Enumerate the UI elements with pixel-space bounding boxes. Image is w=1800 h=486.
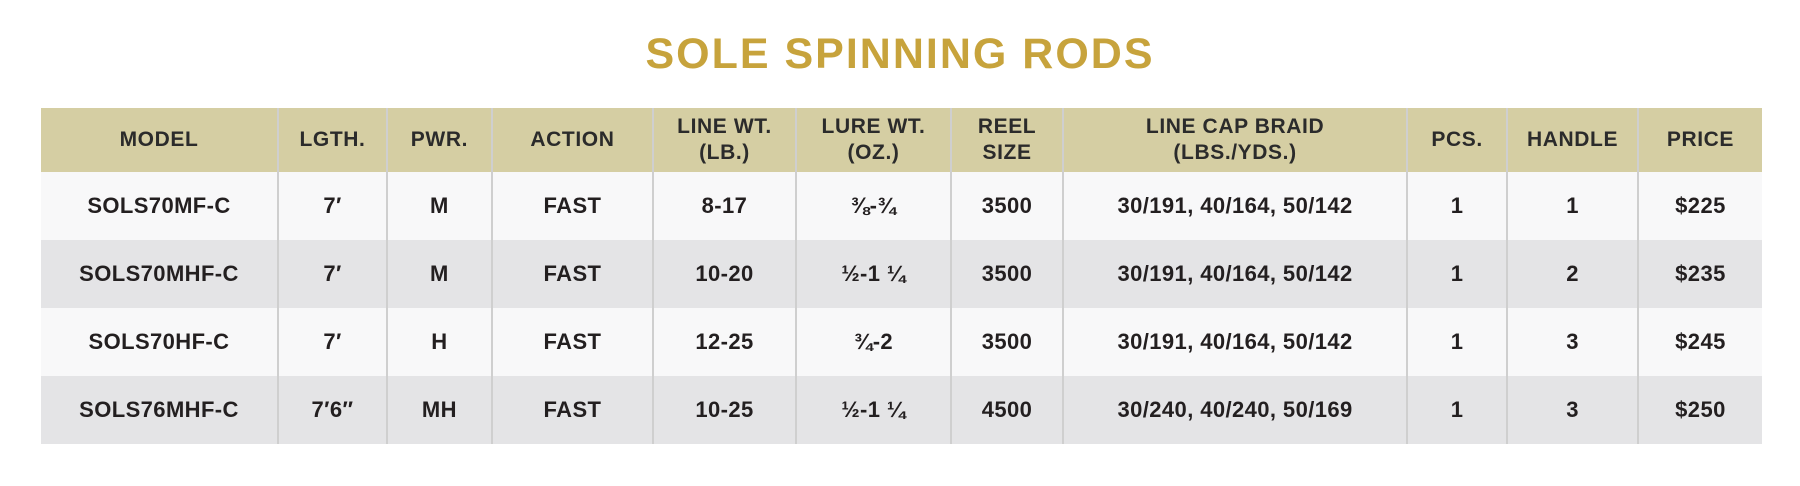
cell-power: M bbox=[387, 240, 493, 308]
column-header-braid: LINE CAP BRAID (LBS./YDS.) bbox=[1064, 108, 1409, 172]
column-header-length: LGTH. bbox=[279, 108, 388, 172]
cell-length: 7′ bbox=[279, 308, 388, 376]
column-header-line-wt: LINE WT. (LB.) bbox=[653, 108, 797, 172]
column-header-label: HANDLE bbox=[1526, 128, 1619, 151]
cell-pcs: 1 bbox=[1408, 376, 1509, 444]
cell-model: SOLS70MHF-C bbox=[41, 240, 279, 308]
cell-model: SOLS70MF-C bbox=[41, 172, 279, 240]
cell-braid: 30/240, 40/240, 50/169 bbox=[1064, 376, 1409, 444]
column-header-label: LINE CAP BRAID bbox=[1145, 115, 1325, 138]
column-header-handle: HANDLE bbox=[1508, 108, 1640, 172]
cell-price: $235 bbox=[1639, 240, 1762, 308]
column-header-label: LURE WT. bbox=[821, 115, 926, 138]
cell-handle: 1 bbox=[1508, 172, 1640, 240]
table-header-row: MODEL LGTH. PWR. ACTION LINE WT. (LB.) LURE WT… bbox=[41, 108, 1762, 172]
cell-reel: 3500 bbox=[952, 172, 1065, 240]
table-row-3: SOLS70HF-C 7′ H FAST 12-25 ¾-2 3500 30/191, 40/… bbox=[41, 308, 1762, 376]
table-body: SOLS70MF-C 7′ M FAST 8-17 ⅜-¾ 3500 30/191, 40/1… bbox=[41, 172, 1762, 444]
cell-action: FAST bbox=[492, 172, 654, 240]
cell-action: FAST bbox=[492, 240, 654, 308]
column-header-sublabel: (LBS./YDS.) bbox=[1173, 141, 1297, 164]
column-header-label: LGTH. bbox=[299, 128, 366, 151]
column-header-label: LINE WT. bbox=[677, 115, 772, 138]
column-header-label: REEL bbox=[977, 115, 1037, 138]
table-row-2: SOLS70MHF-C 7′ M FAST 10-20 ½-1 ¼ 3500 30/191, … bbox=[41, 240, 1762, 308]
column-header-sublabel: SIZE bbox=[982, 141, 1032, 164]
page-title: SOLE SPINNING RODS bbox=[645, 30, 1155, 78]
cell-braid: 30/191, 40/164, 50/142 bbox=[1064, 308, 1409, 376]
column-header-action: ACTION bbox=[492, 108, 654, 172]
cell-lure-wt: ½-1 ¼ bbox=[796, 240, 953, 308]
cell-model: SOLS76MHF-C bbox=[41, 376, 279, 444]
cell-model: SOLS70HF-C bbox=[41, 308, 279, 376]
column-header-power: PWR. bbox=[387, 108, 493, 172]
column-header-label: PRICE bbox=[1666, 128, 1735, 151]
cell-handle: 3 bbox=[1508, 308, 1640, 376]
cell-action: FAST bbox=[492, 376, 654, 444]
column-header-pcs: PCS. bbox=[1408, 108, 1509, 172]
cell-action: FAST bbox=[492, 308, 654, 376]
column-header-label: PWR. bbox=[410, 128, 469, 151]
column-header-price: PRICE bbox=[1639, 108, 1762, 172]
column-header-sublabel: (OZ.) bbox=[847, 141, 900, 164]
cell-braid: 30/191, 40/164, 50/142 bbox=[1064, 240, 1409, 308]
cell-price: $245 bbox=[1639, 308, 1762, 376]
cell-lure-wt: ⅜-¾ bbox=[796, 172, 953, 240]
cell-reel: 3500 bbox=[952, 308, 1065, 376]
cell-line-wt: 10-20 bbox=[653, 240, 797, 308]
cell-reel: 4500 bbox=[952, 376, 1065, 444]
table-row-4: SOLS76MHF-C 7′6″ MH FAST 10-25 ½-1 ¼ 4500 30/24… bbox=[41, 376, 1762, 444]
cell-line-wt: 12-25 bbox=[653, 308, 797, 376]
cell-braid: 30/191, 40/164, 50/142 bbox=[1064, 172, 1409, 240]
cell-line-wt: 10-25 bbox=[653, 376, 797, 444]
cell-price: $250 bbox=[1639, 376, 1762, 444]
cell-power: MH bbox=[387, 376, 493, 444]
column-header-reel: REEL SIZE bbox=[952, 108, 1065, 172]
cell-reel: 3500 bbox=[952, 240, 1065, 308]
cell-length: 7′6″ bbox=[279, 376, 388, 444]
cell-lure-wt: ½-1 ¼ bbox=[796, 376, 953, 444]
column-header-label: MODEL bbox=[119, 128, 199, 151]
cell-handle: 3 bbox=[1508, 376, 1640, 444]
table-row-1: SOLS70MF-C 7′ M FAST 8-17 ⅜-¾ 3500 30/191, 40/1… bbox=[41, 172, 1762, 240]
column-header-label: PCS. bbox=[1431, 128, 1483, 151]
column-header-sublabel: (LB.) bbox=[699, 141, 750, 164]
cell-handle: 2 bbox=[1508, 240, 1640, 308]
cell-length: 7′ bbox=[279, 172, 388, 240]
cell-price: $225 bbox=[1639, 172, 1762, 240]
cell-pcs: 1 bbox=[1408, 240, 1509, 308]
column-header-model: MODEL bbox=[41, 108, 279, 172]
cell-power: M bbox=[387, 172, 493, 240]
cell-line-wt: 8-17 bbox=[653, 172, 797, 240]
cell-pcs: 1 bbox=[1408, 172, 1509, 240]
spinning-rods-spec-table: MODEL LGTH. PWR. ACTION LINE WT. (LB.) LURE WT… bbox=[41, 108, 1762, 444]
cell-pcs: 1 bbox=[1408, 308, 1509, 376]
cell-length: 7′ bbox=[279, 240, 388, 308]
column-header-lure-wt: LURE WT. (OZ.) bbox=[796, 108, 953, 172]
cell-power: H bbox=[387, 308, 493, 376]
column-header-label: ACTION bbox=[530, 128, 615, 151]
cell-lure-wt: ¾-2 bbox=[796, 308, 953, 376]
